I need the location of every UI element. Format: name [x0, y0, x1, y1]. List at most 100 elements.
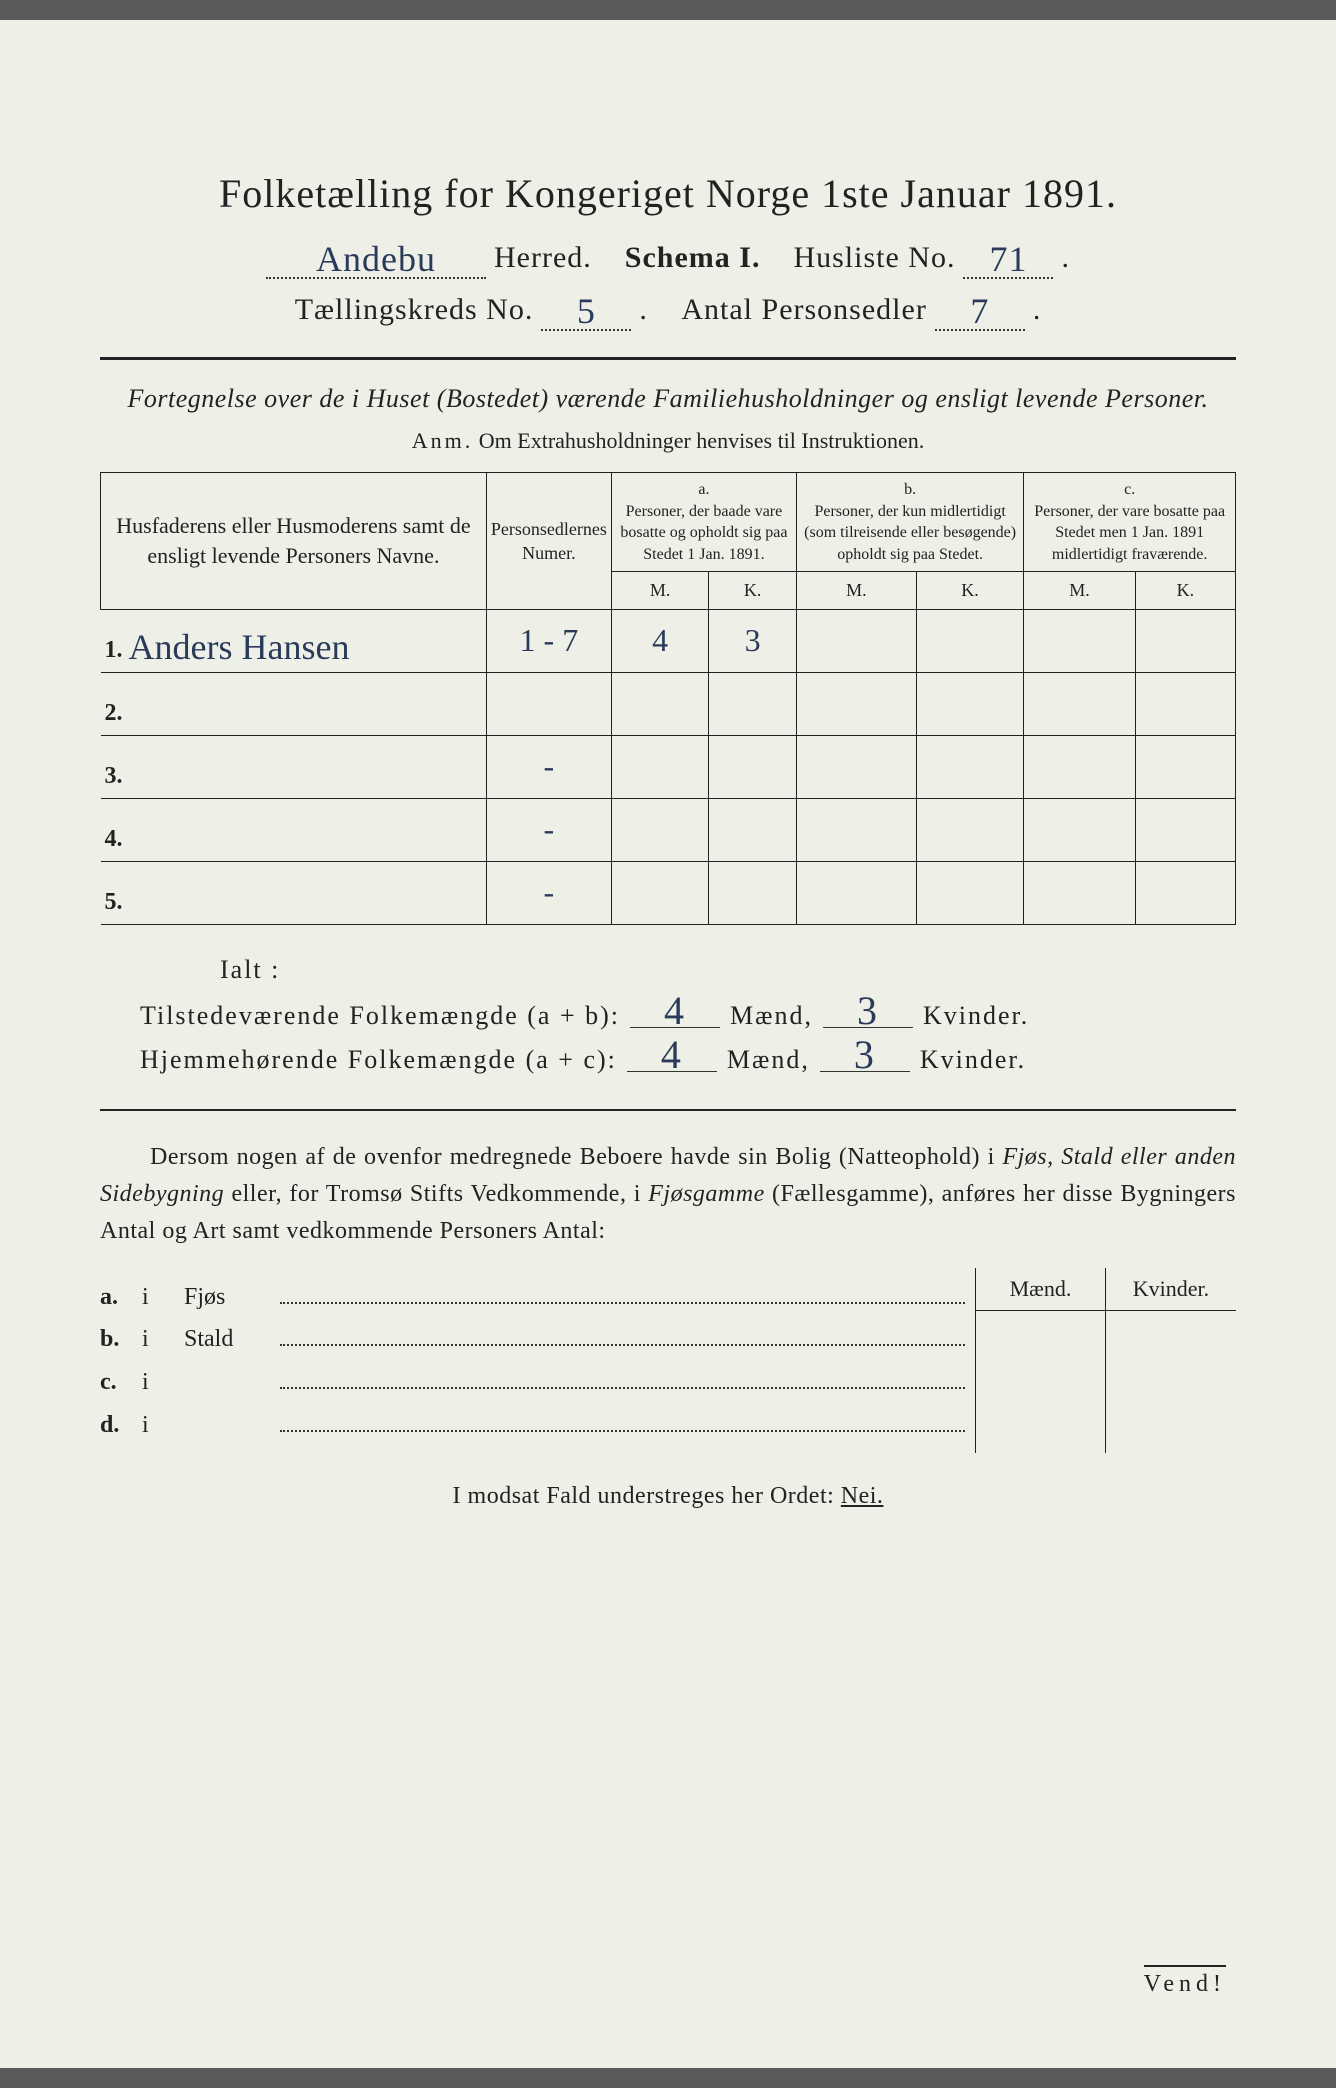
sum-present: Tilstedeværende Folkemængde (a + b): 4 M… [140, 995, 1236, 1031]
table-cell [1024, 609, 1136, 672]
table-cell [1135, 672, 1235, 735]
table-cell [1024, 861, 1136, 924]
divider-mid [100, 1109, 1236, 1111]
sum-resident: Hjemmehørende Folkemængde (a + c): 4 Mæn… [140, 1039, 1236, 1075]
form-subtitle: Fortegnelse over de i Huset (Bostedet) v… [100, 384, 1236, 414]
kvinder-label-1: Kvinder. [923, 1001, 1029, 1031]
table-cell [796, 861, 916, 924]
table-cell [916, 798, 1024, 861]
form-title: Folketælling for Kongeriget Norge 1ste J… [100, 170, 1236, 217]
ialt-label: Ialt : [220, 955, 1236, 985]
table-cell [796, 609, 916, 672]
outbuilding-col-maend: Mænd. [976, 1268, 1106, 1452]
table-cell [709, 798, 797, 861]
modsat-text: I modsat Fald understreges her Ordet: [453, 1483, 835, 1509]
nei-word: Nei. [841, 1483, 884, 1509]
row-name-cell: 2. [101, 672, 487, 735]
table-cell [611, 735, 709, 798]
outbuilding-row: b.iStald [100, 1325, 965, 1354]
maend-label-2: Mænd, [727, 1045, 810, 1075]
modsat-line: I modsat Fald understreges her Ordet: Ne… [100, 1483, 1236, 1510]
table-cell [611, 798, 709, 861]
table-cell [796, 735, 916, 798]
table-cell [611, 672, 709, 735]
table-cell [1135, 735, 1235, 798]
table-cell [916, 672, 1024, 735]
husliste-value: 71 [963, 241, 1053, 279]
table-cell [916, 609, 1024, 672]
col-header-c: c. Personer, der vare bosatte paa Stedet… [1024, 473, 1236, 572]
col-header-a: a. Personer, der baade vare bosatte og o… [611, 473, 796, 572]
herred-label: Herred. [494, 241, 592, 275]
row-name-cell: 4. [101, 798, 487, 861]
outbuilding-rows: a.iFjøs b.iStald c.i d.i [100, 1268, 975, 1452]
kreds-label: Tællingskreds No. [295, 293, 534, 327]
antal-label: Antal Personsedler [681, 293, 926, 327]
col-c-m: M. [1024, 572, 1136, 609]
table-cell: - [486, 735, 611, 798]
table-row: 2. [101, 672, 1236, 735]
col-b-m: M. [796, 572, 916, 609]
anm-label: Anm. [412, 428, 474, 453]
row-name-cell: 3. [101, 735, 487, 798]
table-row: 5. - [101, 861, 1236, 924]
outbuilding-col-kvinder: Kvinder. [1106, 1268, 1236, 1452]
household-table: Husfaderens eller Husmoderens samt de en… [100, 472, 1236, 925]
table-cell [486, 672, 611, 735]
table-cell [796, 798, 916, 861]
vend-label: Vend! [1144, 1965, 1226, 1998]
table-cell [1135, 861, 1235, 924]
table-cell: 1 - 7 [486, 609, 611, 672]
row-name-cell: 5. [101, 861, 487, 924]
outbuilding-row: c.i [100, 1367, 965, 1396]
col-header-b: b. Personer, der kun midlertidigt (som t… [796, 473, 1023, 572]
col-a-k: K. [709, 572, 797, 609]
table-cell [1135, 609, 1235, 672]
col-b-k: K. [916, 572, 1024, 609]
table-cell [1135, 798, 1235, 861]
sum-present-m: 4 [630, 995, 720, 1028]
col-c-k: K. [1135, 572, 1235, 609]
table-cell: - [486, 861, 611, 924]
schema-label: Schema I. [625, 241, 761, 275]
divider-top [100, 357, 1236, 360]
antal-value: 7 [935, 293, 1025, 331]
table-row: 3. - [101, 735, 1236, 798]
outbuilding-counts: Mænd. Kvinder. [975, 1268, 1236, 1452]
row-name-cell: 1. Anders Hansen [101, 609, 487, 672]
table-cell [916, 861, 1024, 924]
table-cell [1024, 672, 1136, 735]
census-form-page: Folketælling for Kongeriget Norge 1ste J… [0, 20, 1336, 2068]
outbuilding-paragraph: Dersom nogen af de ovenfor medregnede Be… [100, 1139, 1236, 1251]
sum-present-label: Tilstedeværende Folkemængde (a + b): [140, 1001, 620, 1031]
kreds-value: 5 [541, 293, 631, 331]
table-row: 1. Anders Hansen1 - 743 [101, 609, 1236, 672]
table-cell [1024, 798, 1136, 861]
table-cell [709, 861, 797, 924]
table-cell [709, 735, 797, 798]
outbuilding-head-kvinder: Kvinder. [1106, 1268, 1236, 1311]
table-cell: 4 [611, 609, 709, 672]
outbuilding-head-maend: Mænd. [976, 1268, 1105, 1311]
col-header-name: Husfaderens eller Husmoderens samt de en… [101, 473, 487, 610]
husliste-label: Husliste No. [793, 241, 955, 275]
kvinder-label-2: Kvinder. [920, 1045, 1026, 1075]
outbuilding-row: a.iFjøs [100, 1282, 965, 1311]
table-cell [1024, 735, 1136, 798]
anm-text: Om Extrahusholdninger henvises til Instr… [479, 428, 924, 453]
col-a-m: M. [611, 572, 709, 609]
anm-line: Anm. Om Extrahusholdninger henvises til … [100, 428, 1236, 454]
table-cell: 3 [709, 609, 797, 672]
table-cell [796, 672, 916, 735]
header-line-2: Tællingskreds No. 5. Antal Personsedler … [100, 289, 1236, 327]
table-cell [916, 735, 1024, 798]
table-cell [709, 672, 797, 735]
table-cell [611, 861, 709, 924]
header-line-1: Andebu Herred. Schema I. Husliste No. 71… [100, 237, 1236, 275]
maend-label-1: Mænd, [730, 1001, 813, 1031]
col-header-numer: Personsedlernes Numer. [486, 473, 611, 610]
sum-resident-m: 4 [627, 1039, 717, 1072]
outbuilding-table: a.iFjøs b.iStald c.i d.i Mænd. Kvinder. [100, 1268, 1236, 1452]
sum-resident-label: Hjemmehørende Folkemængde (a + c): [140, 1045, 617, 1075]
outbuilding-row: d.i [100, 1410, 965, 1439]
